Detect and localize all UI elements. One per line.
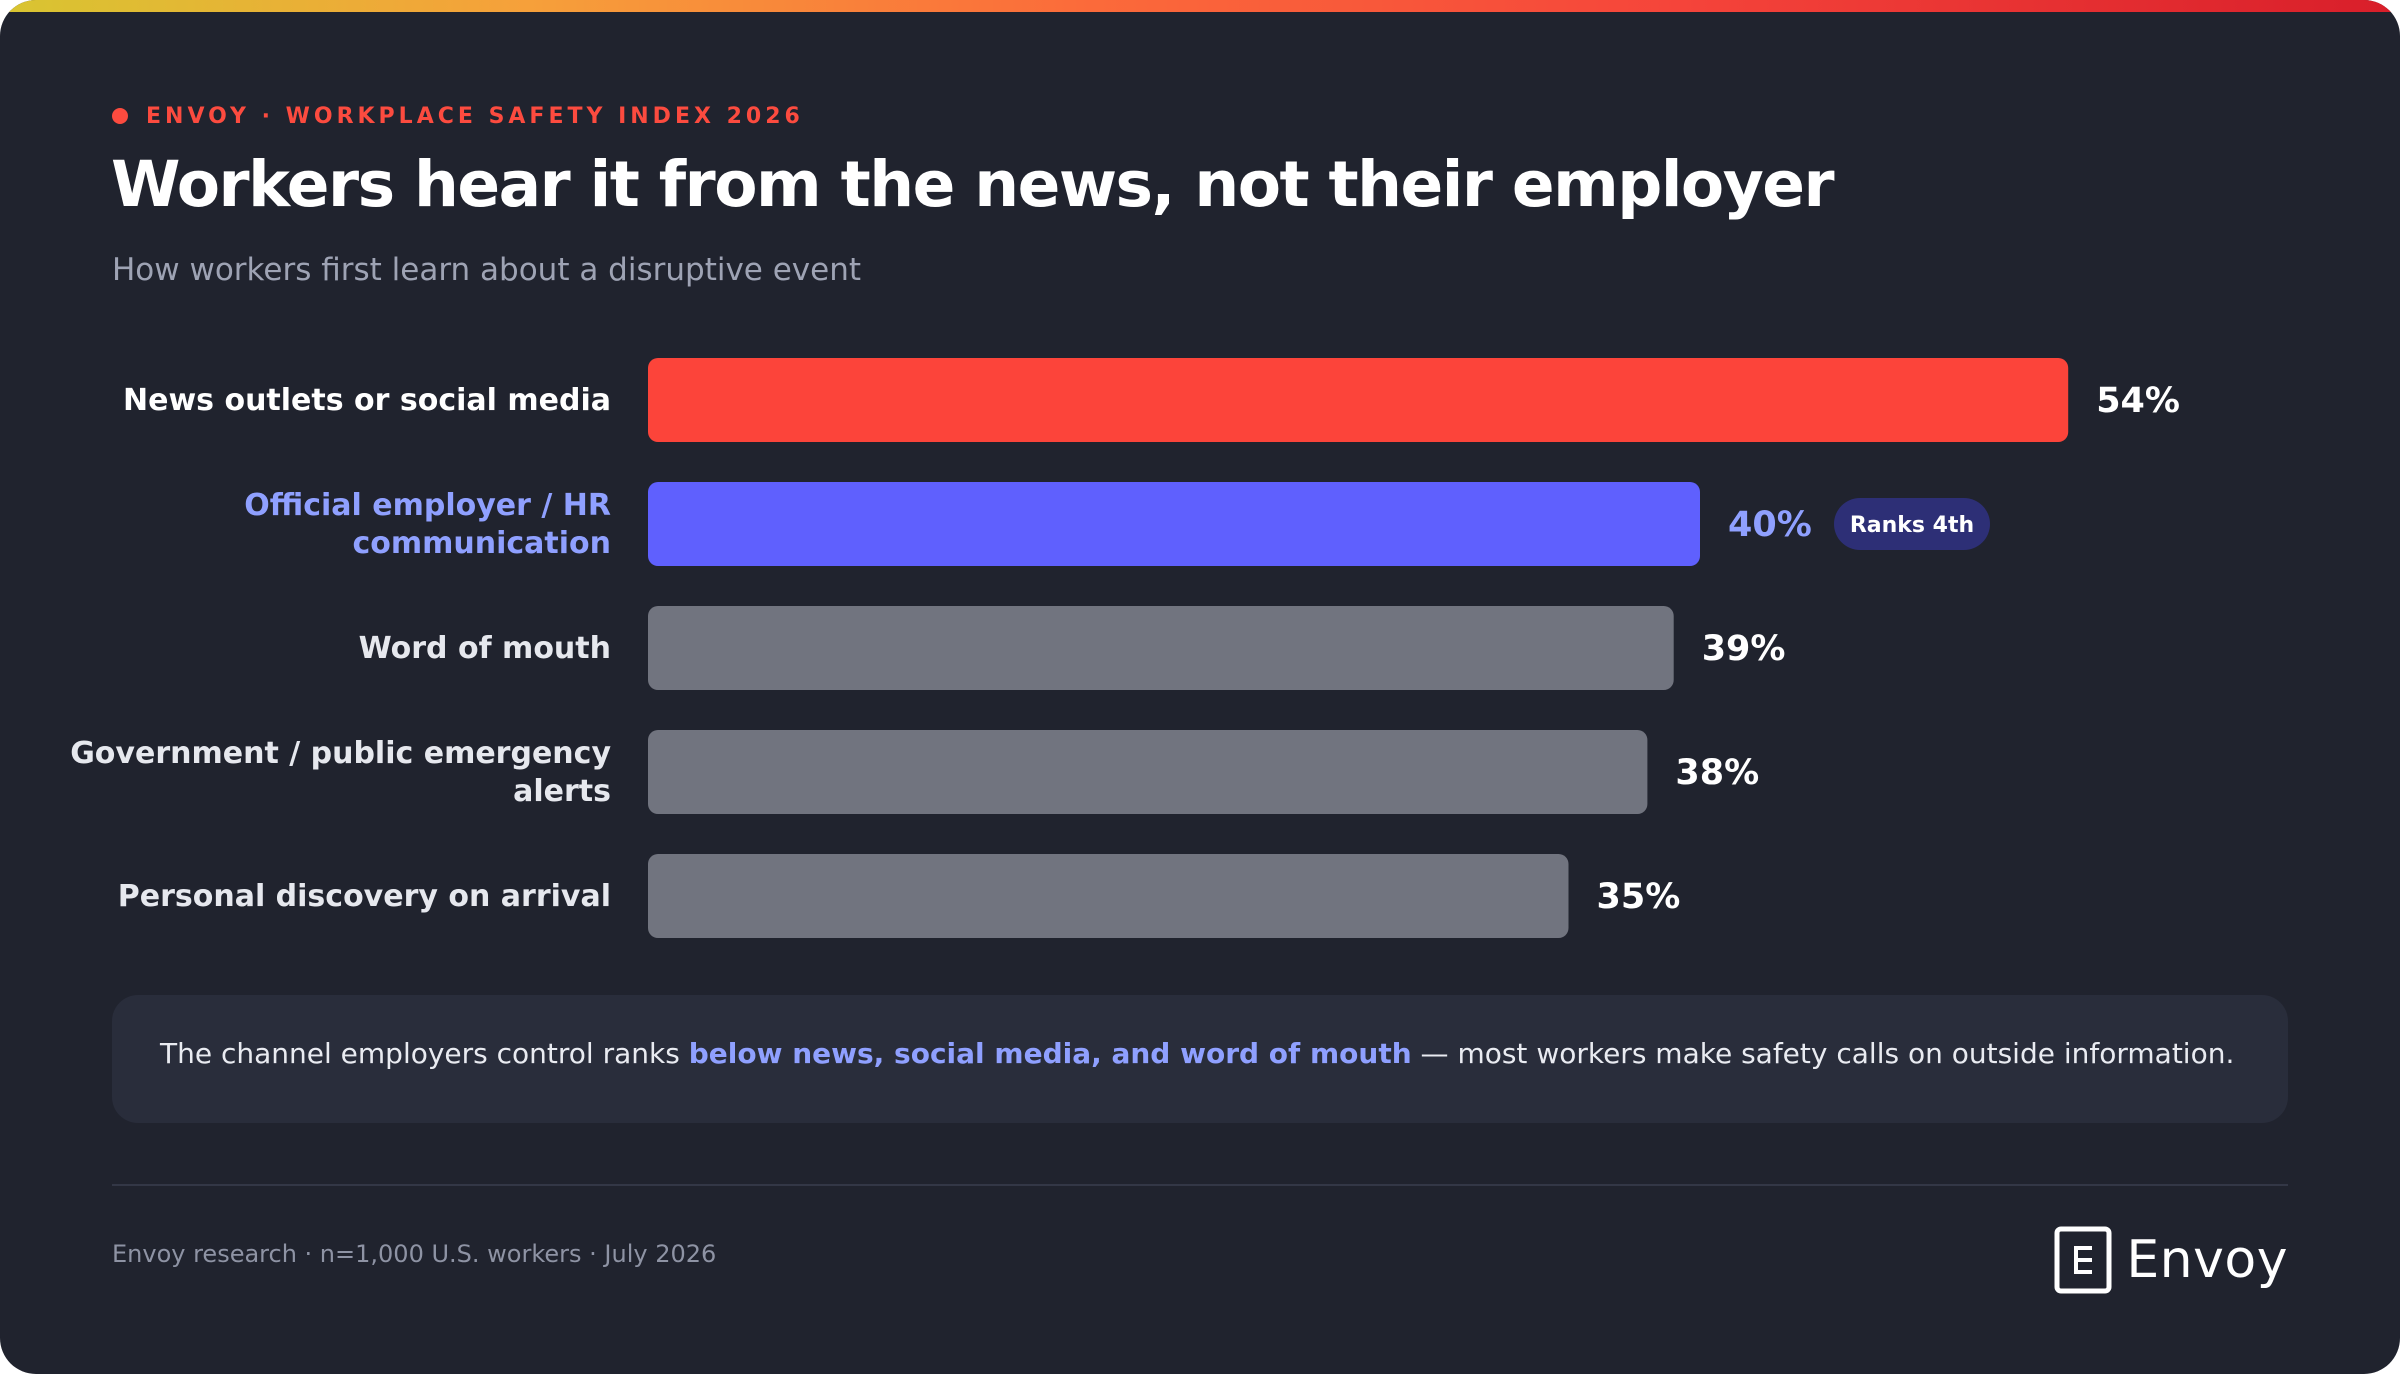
category-label-5: Personal discovery on arrival	[118, 879, 611, 914]
bar-4	[648, 730, 1648, 814]
value-label-1: 54%	[2096, 381, 2180, 421]
bar-2	[648, 482, 1700, 566]
footer-divider	[112, 1184, 2288, 1186]
bar-5	[648, 854, 1569, 938]
logo-wordmark: Envoy	[2126, 1230, 2288, 1290]
rank-badge-text: Ranks 4th	[1850, 513, 1974, 538]
chart-subtitle: How workers first learn about a disrupti…	[112, 252, 862, 288]
callout-text-before: The channel employers control ranks	[160, 1037, 689, 1070]
kicker: ENVOY · WORKPLACE SAFETY INDEX 2026	[112, 100, 804, 132]
category-label-1: News outlets or social media	[123, 383, 611, 418]
gradient-top-bar	[0, 0, 2400, 12]
bar-3	[648, 606, 1674, 690]
callout-text-after: — most workers make safety calls on outs…	[1411, 1037, 2235, 1070]
envoy-logo-icon	[2054, 1226, 2112, 1294]
bar-chart: News outlets or social media 54% Official …	[70, 358, 2180, 938]
value-label-3: 39%	[1702, 629, 1786, 669]
kicker-dot-icon	[112, 108, 128, 124]
value-label-2: 40%	[1728, 505, 1812, 545]
value-label-4: 38%	[1675, 753, 1759, 793]
category-label-4: Government / public emergency alerts	[70, 736, 611, 809]
rank-badge	[1834, 498, 1990, 550]
value-label-5: 35%	[1597, 877, 1681, 917]
kicker-text: ENVOY · WORKPLACE SAFETY INDEX 2026	[146, 103, 804, 129]
envoy-logo: Envoy	[2054, 1224, 2288, 1296]
callout-highlight: below news, social media, and word of mo…	[688, 1037, 1412, 1070]
insight-callout: The channel employers control ranks belo…	[112, 995, 2288, 1123]
chart-title: Workers hear it from the news, not their…	[111, 148, 1835, 221]
source-note: Envoy research · n=1,000 U.S. workers · …	[112, 1240, 717, 1268]
category-label-3: Word of mouth	[359, 631, 611, 666]
category-label-2: Official employer / HR communication	[244, 488, 611, 561]
bar-1	[648, 358, 2069, 442]
